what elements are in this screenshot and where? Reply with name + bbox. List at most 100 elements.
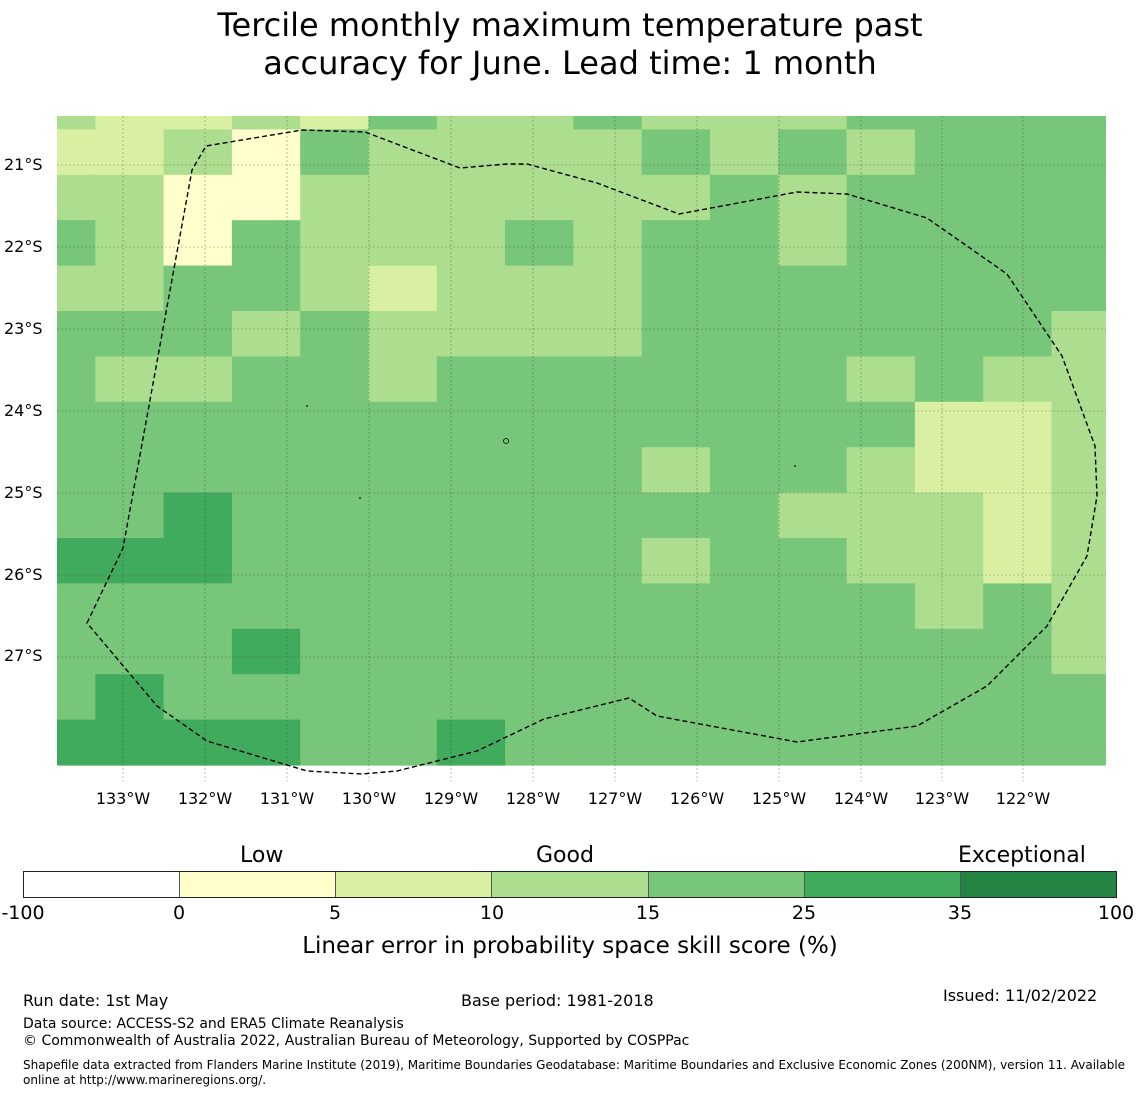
grid-cell [231, 674, 301, 721]
map-canvas [57, 116, 1106, 781]
grid-cell [163, 220, 233, 267]
grid-cell [231, 116, 301, 130]
colorbar-tick: 10 [479, 902, 505, 924]
grid-cell [505, 719, 574, 766]
lat-label: 25°S [4, 483, 43, 502]
grid-cell [641, 356, 711, 403]
grid-cell [1051, 129, 1106, 176]
lon-label: 124°W [833, 789, 889, 808]
grid-cell [641, 583, 711, 630]
grid-cell [573, 447, 643, 494]
grid-cell [914, 116, 984, 130]
grid-cell [983, 674, 1053, 721]
grid-cell [163, 174, 233, 221]
grid-cell [641, 628, 711, 675]
grid-cell [163, 628, 233, 675]
grid-cell [1051, 447, 1106, 494]
grid-cell [710, 116, 779, 130]
lat-label: 27°S [4, 646, 43, 665]
grid-cell [95, 265, 165, 312]
grid-cell [846, 265, 916, 312]
island-marker [794, 465, 796, 467]
grid-cell [914, 220, 984, 267]
colorbar-category-exceptional: Exceptional [958, 843, 1086, 868]
grid-cell [505, 220, 574, 267]
grid-cell [710, 719, 779, 766]
grid-cell [983, 311, 1053, 357]
grid-cell [778, 265, 848, 312]
grid-cell [436, 538, 506, 584]
grid-cell [1051, 401, 1106, 448]
grid-cell [163, 583, 233, 630]
grid-cell [914, 356, 984, 403]
grid-cell [778, 356, 848, 403]
grid-cell [914, 129, 984, 176]
grid-cell [436, 116, 506, 130]
grid-cell [573, 628, 643, 675]
grid-cell [710, 628, 779, 675]
grid-cell [163, 719, 233, 766]
grid-cell [57, 401, 96, 448]
grid-cell [914, 538, 984, 584]
grid-cell [573, 265, 643, 312]
grid-cell [163, 401, 233, 448]
grid-cell [914, 628, 984, 675]
grid-cell [231, 129, 301, 176]
lon-label: 125°W [751, 789, 807, 808]
grid-cell [1051, 265, 1106, 312]
grid-cell [368, 674, 438, 721]
grid-cell [846, 492, 916, 539]
grid-cell [641, 447, 711, 494]
colorbar-segment [492, 872, 649, 897]
colorbar-tick: -100 [1, 902, 45, 924]
eez-boundary [86, 129, 1098, 775]
grid-cell [57, 129, 96, 176]
grid-cell [57, 674, 96, 721]
colorbar [23, 871, 1117, 898]
grid-cell [846, 719, 916, 766]
grid-cell [914, 447, 984, 494]
grid-cell [846, 628, 916, 675]
grid-cell [641, 174, 711, 221]
grid-cell [300, 583, 370, 630]
grid-cell [778, 674, 848, 721]
grid-cell [163, 674, 233, 721]
colorbar-segment [804, 872, 961, 897]
grid-cell [231, 311, 301, 357]
grid-cell [436, 311, 506, 357]
grid-cell [641, 674, 711, 721]
grid-cell [300, 492, 370, 539]
grid-cell [95, 628, 165, 675]
grid-cell [57, 719, 96, 766]
grid-cell [846, 116, 916, 130]
grid-cell [231, 401, 301, 448]
lon-label: 132°W [177, 789, 233, 808]
grid-cell [436, 220, 506, 267]
run-date: Run date: 1st May [23, 991, 169, 1010]
grid-cell [368, 220, 438, 267]
grid-cell [505, 116, 574, 130]
grid-cell [57, 116, 96, 130]
grid-cell [1051, 311, 1106, 357]
lon-label: 126°W [669, 789, 725, 808]
grid-cell [436, 174, 506, 221]
grid-cell [1051, 538, 1106, 584]
grid-cell [778, 628, 848, 675]
grid-cell [778, 401, 848, 448]
lon-label: 133°W [95, 789, 151, 808]
graticule [57, 116, 1106, 781]
grid-cell [95, 492, 165, 539]
grid-cell [641, 265, 711, 312]
grid-cell [914, 719, 984, 766]
grid-cell [505, 492, 574, 539]
colorbar-tick: 35 [947, 902, 973, 924]
colorbar-category-good: Good [536, 843, 594, 868]
lon-label: 130°W [341, 789, 397, 808]
grid-cell [368, 583, 438, 630]
grid-cell [846, 447, 916, 494]
grid-cell [505, 674, 574, 721]
grid-cell [505, 356, 574, 403]
grid-cell [573, 674, 643, 721]
grid-cell [505, 174, 574, 221]
grid-cell [983, 401, 1053, 448]
